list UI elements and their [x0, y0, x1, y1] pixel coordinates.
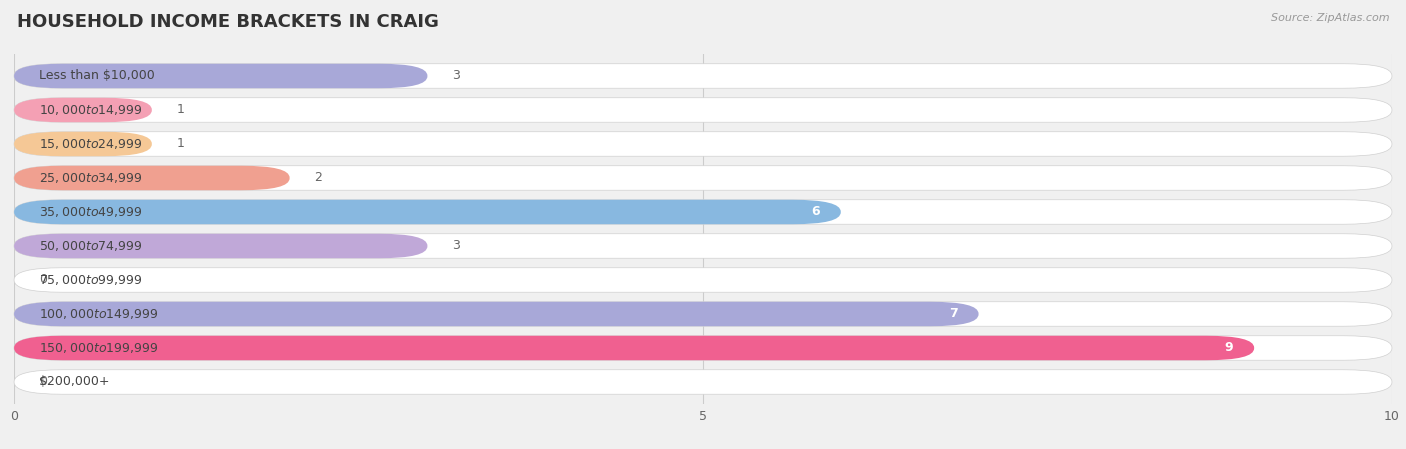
Text: $15,000 to $24,999: $15,000 to $24,999	[39, 137, 142, 151]
Text: 0: 0	[39, 273, 46, 286]
Text: 7: 7	[949, 308, 957, 321]
FancyBboxPatch shape	[14, 268, 1392, 292]
FancyBboxPatch shape	[14, 200, 841, 224]
Text: 1: 1	[177, 103, 184, 116]
Text: 1: 1	[177, 137, 184, 150]
FancyBboxPatch shape	[14, 64, 427, 88]
FancyBboxPatch shape	[14, 302, 979, 326]
Text: $35,000 to $49,999: $35,000 to $49,999	[39, 205, 142, 219]
FancyBboxPatch shape	[14, 132, 1392, 156]
Text: $100,000 to $149,999: $100,000 to $149,999	[39, 307, 159, 321]
Text: 0: 0	[39, 375, 46, 388]
FancyBboxPatch shape	[14, 200, 1392, 224]
Text: 3: 3	[453, 239, 460, 252]
Text: $50,000 to $74,999: $50,000 to $74,999	[39, 239, 142, 253]
Text: $200,000+: $200,000+	[39, 375, 110, 388]
FancyBboxPatch shape	[14, 98, 1392, 122]
Text: 3: 3	[453, 70, 460, 83]
FancyBboxPatch shape	[14, 166, 1392, 190]
Text: $75,000 to $99,999: $75,000 to $99,999	[39, 273, 142, 287]
FancyBboxPatch shape	[14, 98, 152, 122]
FancyBboxPatch shape	[14, 336, 1392, 360]
FancyBboxPatch shape	[14, 166, 290, 190]
FancyBboxPatch shape	[14, 370, 1392, 394]
Text: 6: 6	[811, 206, 820, 219]
Text: Source: ZipAtlas.com: Source: ZipAtlas.com	[1271, 13, 1389, 23]
Text: HOUSEHOLD INCOME BRACKETS IN CRAIG: HOUSEHOLD INCOME BRACKETS IN CRAIG	[17, 13, 439, 31]
Text: $25,000 to $34,999: $25,000 to $34,999	[39, 171, 142, 185]
FancyBboxPatch shape	[14, 64, 1392, 88]
Text: $10,000 to $14,999: $10,000 to $14,999	[39, 103, 142, 117]
FancyBboxPatch shape	[14, 336, 1254, 360]
Text: Less than $10,000: Less than $10,000	[39, 70, 155, 83]
FancyBboxPatch shape	[14, 234, 1392, 258]
Text: 2: 2	[315, 172, 322, 185]
FancyBboxPatch shape	[14, 234, 427, 258]
FancyBboxPatch shape	[14, 302, 1392, 326]
Text: $150,000 to $199,999: $150,000 to $199,999	[39, 341, 159, 355]
FancyBboxPatch shape	[14, 132, 152, 156]
Text: 9: 9	[1225, 342, 1233, 355]
